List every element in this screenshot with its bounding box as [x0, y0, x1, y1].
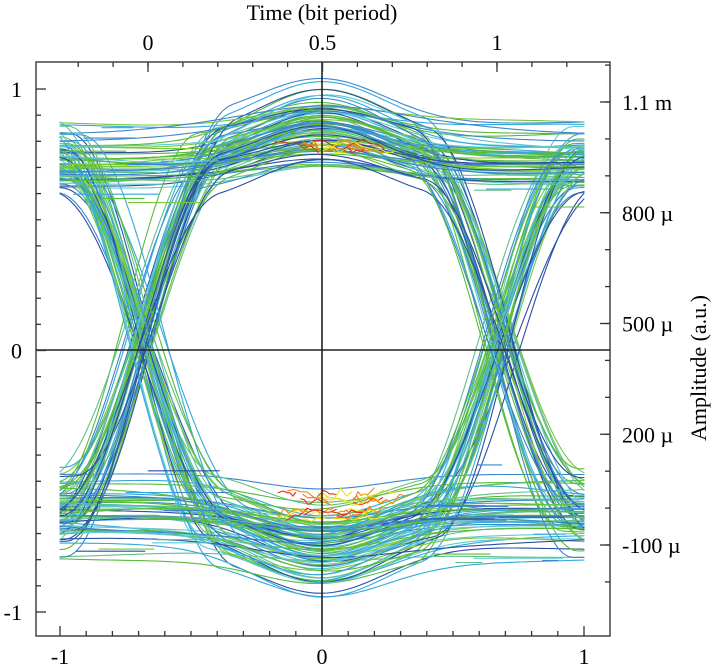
- hotspot-trace: [310, 140, 346, 154]
- hotspot-trace: [359, 489, 396, 500]
- hotspot-trace: [336, 508, 367, 517]
- right-axis-title: Amplitude (a.u.): [686, 295, 711, 441]
- hotspot-trace: [366, 493, 407, 505]
- hotspot-trace: [302, 511, 330, 523]
- top-tick-label: 0.5: [309, 30, 337, 55]
- hotspot-trace: [352, 495, 378, 503]
- bottom-tick-label: -1: [51, 644, 69, 669]
- axis-labels: -1 0 1 0 0.5 1 -1 0 1 -100 µ 200 µ 500 µ 800 µ 1.1 m: [4, 30, 681, 669]
- hotspot-trace: [336, 509, 352, 517]
- hotspot-trace: [286, 488, 328, 502]
- hotspot-trace: [317, 489, 337, 497]
- bottom-tick-label: 0: [317, 644, 328, 669]
- hotspot-trace: [353, 143, 385, 154]
- top-tick-label: 1: [492, 30, 503, 55]
- top-tick-label: 0: [143, 30, 154, 55]
- hotspot-trace: [332, 509, 377, 521]
- hotspot-trace: [325, 496, 367, 506]
- density-hotspots: [274, 138, 407, 523]
- axis-ticks: [36, 62, 610, 636]
- left-tick-label: 0: [11, 339, 22, 364]
- right-tick-label: 500 µ: [622, 312, 673, 337]
- right-tick-label: -100 µ: [622, 533, 681, 558]
- bottom-tick-label: 1: [579, 644, 590, 669]
- hotspot-trace: [343, 507, 383, 520]
- right-tick-label: 800 µ: [622, 201, 673, 226]
- hotspot-trace: [274, 141, 319, 154]
- hotspot-trace: [348, 147, 365, 154]
- left-tick-label: -1: [4, 600, 22, 625]
- top-axis-title: Time (bit period): [247, 0, 398, 25]
- hotspot-trace: [317, 492, 359, 503]
- hotspot-trace: [318, 139, 345, 154]
- hotspot-trace: [336, 138, 367, 150]
- hotspot-trace: [362, 493, 398, 505]
- hotspot-trace: [316, 507, 335, 514]
- hotspot-trace: [285, 507, 312, 521]
- hotspot-trace: [300, 498, 323, 505]
- hotspot-trace: [342, 138, 385, 150]
- hotspot-trace: [277, 490, 297, 497]
- right-tick-label: 1.1 m: [622, 90, 672, 115]
- right-tick-label: 200 µ: [622, 422, 673, 447]
- hotspot-trace: [303, 508, 337, 516]
- hotspot-trace: [278, 507, 308, 517]
- hotspot-trace: [353, 141, 395, 154]
- left-tick-label: 1: [11, 77, 22, 102]
